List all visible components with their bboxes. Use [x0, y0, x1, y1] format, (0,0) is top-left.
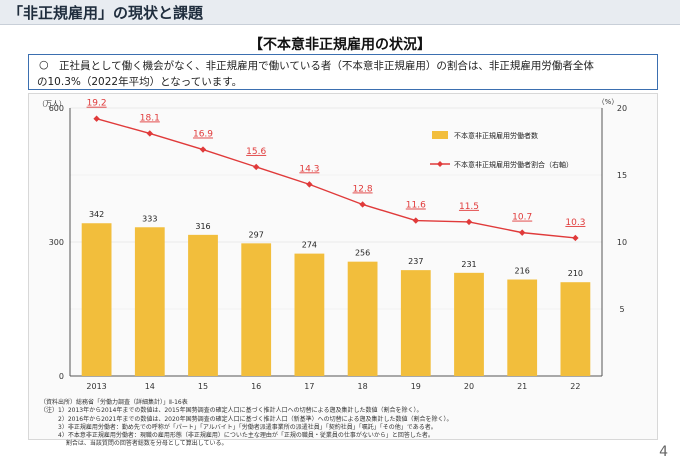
bar-value-label: 237: [408, 257, 423, 266]
y-axis-unit-left: （万人）: [38, 100, 66, 108]
line-point: [253, 163, 260, 171]
y-tick-label-left: 0: [59, 372, 64, 381]
bar-value-label: 316: [195, 222, 210, 231]
bar-value-label: 216: [515, 267, 530, 276]
bar-value-label: 297: [249, 230, 264, 239]
line-value-label: 16.9: [193, 130, 213, 140]
bullet-icon: ○: [39, 58, 49, 71]
x-tick-label: 21: [517, 382, 527, 391]
page-number: 4: [659, 444, 668, 460]
chart-panel: [28, 93, 658, 440]
footnotes: （資料出所）総務省「労働力調査（詳細集計）」Ⅱ-16表 （注）1）2013年から…: [40, 399, 452, 449]
line-point: [359, 201, 366, 208]
bar-value-label: 333: [142, 214, 157, 223]
legend-label-line: 不本意非正規雇用労働者割合（右軸）: [454, 160, 573, 169]
footnote-line: 4）不本意非正規雇用労働者：現職の雇用形態（非正規雇用）についた主な理由が「正規…: [40, 432, 434, 440]
summary-line-2: の10.3%（2022年平均）となっています。: [37, 76, 243, 88]
x-tick-label: 19: [411, 382, 421, 391]
bar-value-label: 231: [461, 260, 476, 269]
x-tick-label: 17: [304, 382, 314, 391]
bar-value-label: 274: [302, 241, 317, 250]
bar: [241, 243, 272, 376]
legend-bar-swatch: [432, 131, 448, 139]
y-tick-label-right: 20: [617, 104, 627, 113]
footnote-line: （注）1）2013年から2014年までの数値は、2015年国勢調査の確定人口に基…: [40, 407, 423, 415]
legend-label-bar: 不本意非正規雇用労働者数: [454, 131, 538, 140]
line-point: [306, 181, 313, 188]
footnote-line: （資料出所）総務省「労働力調査（詳細集計）」Ⅱ-16表: [40, 399, 188, 406]
bar: [400, 270, 431, 376]
bar: [347, 261, 378, 376]
y-axis-unit-right: （%）: [598, 98, 619, 106]
x-tick-label: 20: [464, 382, 474, 391]
x-tick-label: 14: [145, 382, 155, 391]
legend-line-marker: [437, 161, 443, 167]
line-value-label: 11.5: [459, 202, 479, 212]
x-tick-label: 22: [570, 382, 580, 391]
y-tick-label-right: 5: [619, 305, 624, 314]
bar-value-label: 210: [568, 269, 583, 278]
line-point: [412, 217, 419, 224]
bar: [560, 282, 591, 376]
line-point: [93, 115, 100, 122]
bar: [134, 227, 165, 376]
y-tick-label-right: 10: [617, 238, 627, 247]
footnote-line: 2）2016年から2021年までの数値は、2020年国勢調査の確定人口に基づく推…: [40, 415, 453, 423]
header-bar: 「非正規雇用」の現状と課題: [0, 0, 680, 25]
line-value-label: 12.8: [353, 184, 373, 194]
line-value-label: 19.2: [87, 99, 107, 109]
bar: [81, 223, 112, 376]
page-title: 「非正規雇用」の現状と課題: [8, 4, 204, 22]
line-value-label: 11.6: [406, 201, 426, 211]
section-subtitle: 【不本意非正規雇用の状況】: [249, 37, 431, 53]
x-tick-label: 15: [198, 382, 208, 391]
x-tick-label: 18: [358, 382, 368, 391]
x-tick-label: 2013: [86, 382, 106, 391]
line-point: [572, 234, 579, 242]
line-value-label: 18.1: [140, 113, 160, 123]
line-value-label: 10.3: [565, 218, 585, 228]
line-value-label: 10.7: [512, 213, 532, 223]
bar: [188, 234, 218, 376]
line-value-label: 14.3: [299, 164, 319, 174]
line-value-label: 15.6: [246, 147, 266, 157]
line-point: [465, 218, 473, 226]
summary-line-1: 正社員として働く機会がなく、非正規雇用で働いている者（不本意非正規雇用）の割合は…: [59, 60, 594, 72]
y-tick-label-right: 15: [617, 171, 627, 180]
line-series: [96, 118, 576, 239]
line-point: [519, 229, 526, 236]
footnote-line: 3）非正規雇用労働者：勤め先での呼称が「パート」「アルバイト」「労働者派遣事業所…: [40, 423, 437, 431]
line-point: [199, 146, 207, 153]
footnote-line: 割合は、当該質問の回答者総数を分母として算出している。: [40, 440, 228, 448]
y-tick-label-left: 600: [49, 104, 64, 113]
line-point: [146, 130, 153, 137]
bar: [454, 272, 484, 376]
bar: [507, 279, 538, 376]
x-tick-label: 16: [251, 382, 261, 391]
y-tick-label-left: 300: [49, 238, 64, 247]
bar-value-label: 342: [89, 210, 104, 219]
bar: [294, 253, 325, 376]
bar-value-label: 256: [355, 249, 370, 258]
summary-box: ○ 正社員として働く機会がなく、非正規雇用で働いている者（不本意非正規雇用）の割…: [28, 54, 658, 90]
